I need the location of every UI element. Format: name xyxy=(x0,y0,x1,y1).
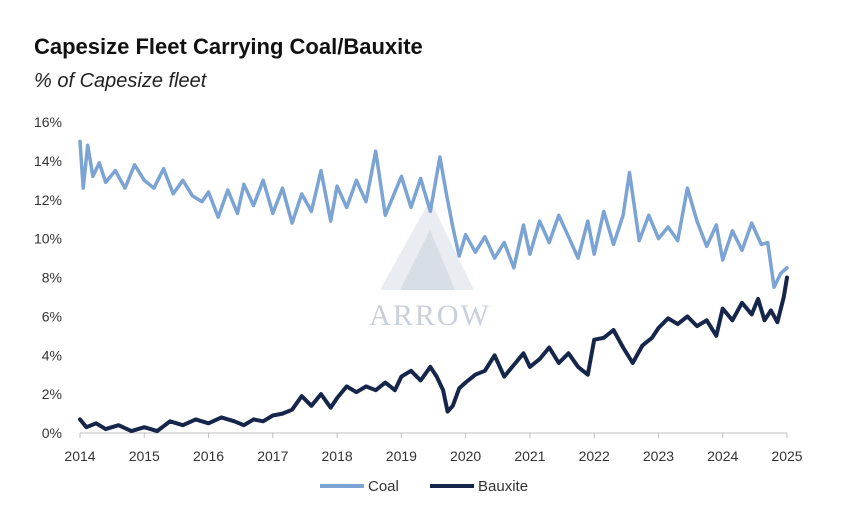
y-tick-label: 10% xyxy=(34,231,62,247)
x-tick-label: 2019 xyxy=(386,448,417,464)
x-tick-label: 2020 xyxy=(450,448,481,464)
legend-label-bauxite: Bauxite xyxy=(478,478,528,495)
legend-label-coal: Coal xyxy=(368,478,399,495)
x-tick-label: 2014 xyxy=(64,448,95,464)
watermark-text: ARROW xyxy=(369,299,491,332)
x-tick-label: 2018 xyxy=(322,448,353,464)
y-tick-label: 14% xyxy=(34,153,62,169)
series-layer xyxy=(78,139,789,434)
watermark-sail-inner-icon xyxy=(400,230,455,290)
x-tick-label: 2022 xyxy=(579,448,610,464)
arrow-watermark: ARROW xyxy=(369,200,491,332)
series-line-bauxite xyxy=(78,275,789,434)
y-tick-label: 16% xyxy=(34,114,62,130)
x-tick-label: 2017 xyxy=(257,448,288,464)
x-tick-label: 2024 xyxy=(707,448,738,464)
y-tick-label: 6% xyxy=(42,308,62,324)
series-line-coal xyxy=(78,139,789,289)
chart-subtitle: % of Capesize fleet xyxy=(34,70,207,92)
x-tick-label: 2021 xyxy=(514,448,545,464)
x-tick-label: 2023 xyxy=(643,448,674,464)
y-tick-label: 12% xyxy=(34,192,62,208)
x-tick-label: 2025 xyxy=(771,448,802,464)
y-tick-label: 8% xyxy=(42,270,62,286)
x-axis: 2014 2015 2016 2017 2018 2019 2020 2021 2022 2023… xyxy=(64,432,803,464)
y-tick-label: 0% xyxy=(42,425,62,441)
y-tick-label: 4% xyxy=(42,347,62,363)
chart-title: Capesize Fleet Carrying Coal/Bauxite xyxy=(34,34,423,59)
y-axis-ticks: 0% 2% 4% 6% 8% 10% 12% 14% 16% xyxy=(34,114,62,441)
x-tick-label: 2016 xyxy=(193,448,224,464)
x-tick-label: 2015 xyxy=(129,448,160,464)
legend: Coal Bauxite xyxy=(320,478,528,495)
y-tick-label: 2% xyxy=(42,386,62,402)
